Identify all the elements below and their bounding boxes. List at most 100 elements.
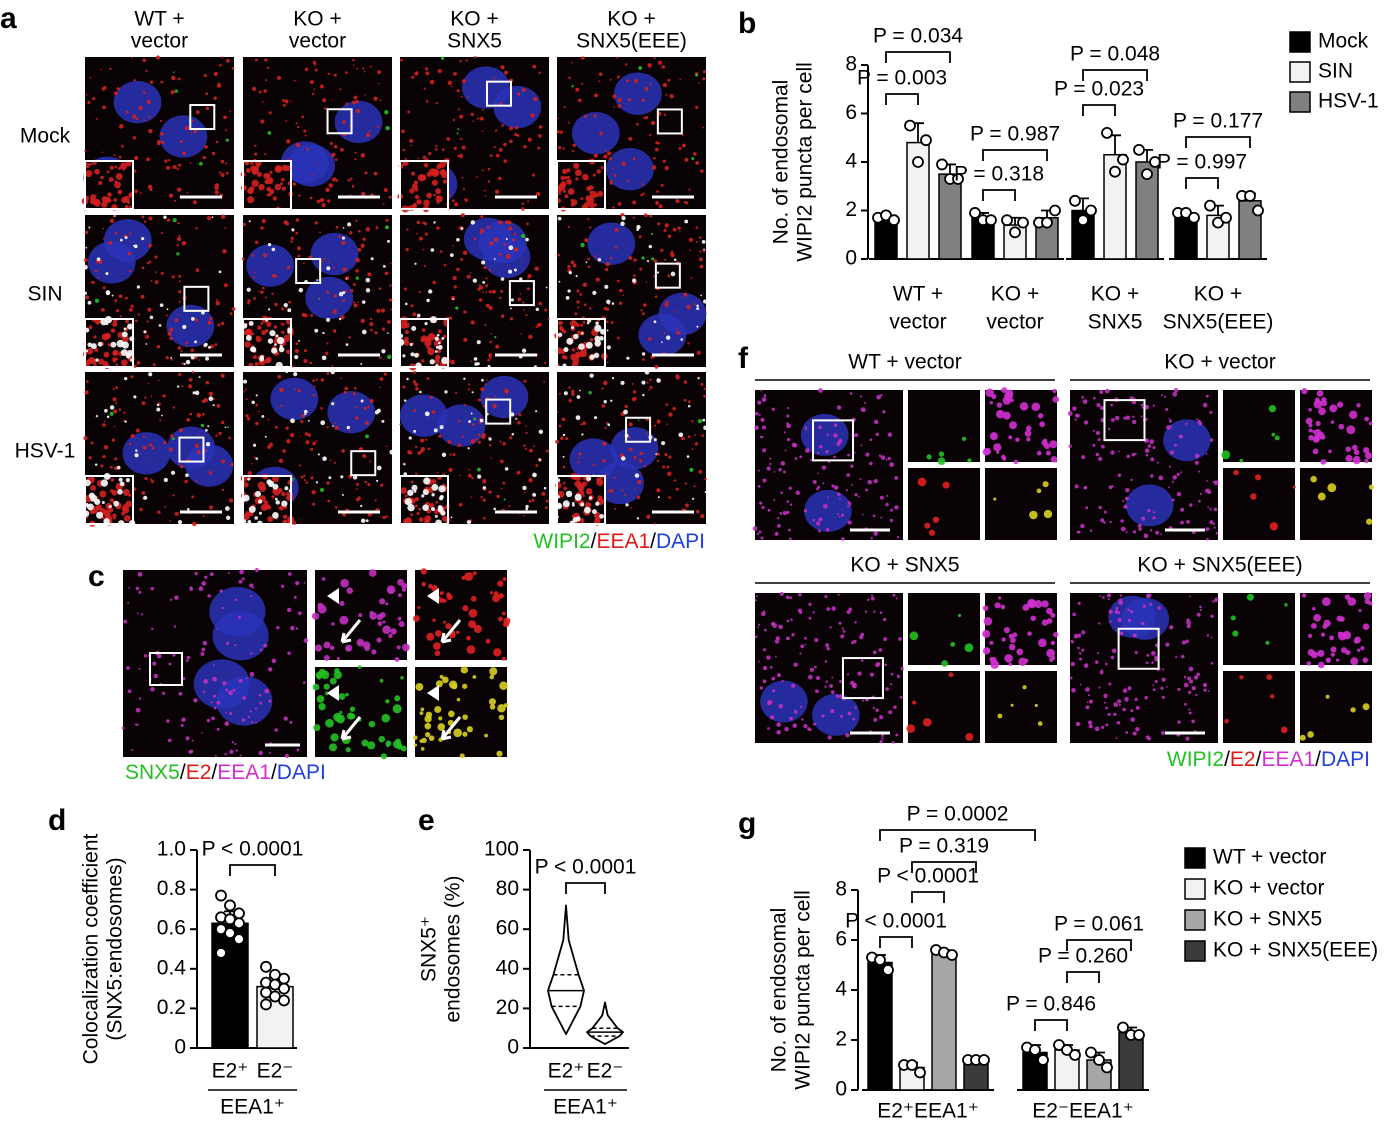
puncta: [125, 500, 133, 508]
puncta: [1308, 434, 1314, 441]
puncta: [938, 451, 945, 457]
puncta: [312, 60, 317, 65]
puncta: [331, 156, 334, 158]
puncta: [268, 699, 272, 703]
puncta: [381, 349, 386, 354]
puncta: [133, 395, 137, 399]
puncta: [150, 587, 154, 591]
puncta: [442, 179, 448, 184]
puncta: [113, 425, 116, 428]
nucleus: [569, 438, 618, 481]
puncta: [274, 728, 279, 732]
puncta: [857, 495, 860, 498]
puncta: [609, 256, 613, 260]
data-point: [1049, 204, 1061, 217]
puncta: [594, 339, 602, 347]
puncta: [340, 475, 344, 479]
puncta: [468, 420, 471, 423]
puncta: [84, 390, 89, 395]
stain-legend: WIPI2/E2/EEA1/DAPI: [1167, 748, 1370, 771]
puncta: [1087, 720, 1093, 725]
puncta: [286, 439, 291, 444]
puncta: [466, 645, 476, 654]
puncta: [354, 158, 357, 161]
puncta: [838, 621, 842, 625]
puncta: [509, 317, 514, 321]
puncta: [784, 449, 787, 452]
puncta: [833, 455, 836, 459]
puncta: [212, 404, 215, 407]
puncta: [670, 252, 675, 258]
puncta: [501, 124, 504, 127]
puncta: [644, 369, 650, 375]
puncta: [312, 394, 316, 397]
puncta: [463, 310, 467, 314]
puncta: [864, 402, 866, 404]
puncta: [633, 258, 637, 262]
puncta: [114, 215, 116, 217]
data-point: [1101, 126, 1113, 139]
puncta: [254, 58, 258, 62]
puncta: [683, 292, 688, 297]
puncta: [114, 165, 118, 169]
puncta: [634, 473, 640, 478]
puncta: [581, 82, 584, 85]
puncta: [589, 203, 595, 209]
puncta: [290, 240, 293, 243]
puncta: [289, 720, 293, 724]
puncta: [478, 285, 483, 290]
puncta: [457, 108, 460, 111]
puncta: [281, 177, 285, 182]
puncta: [786, 636, 790, 641]
y-tick-label: 0.4: [157, 956, 187, 979]
puncta: [146, 320, 149, 323]
puncta: [172, 218, 177, 223]
puncta: [522, 301, 525, 304]
puncta: [144, 476, 148, 481]
puncta: [212, 398, 215, 401]
puncta: [202, 640, 208, 646]
puncta: [826, 433, 829, 436]
puncta: [1027, 631, 1032, 636]
puncta: [363, 406, 367, 410]
puncta: [130, 375, 134, 379]
puncta: [225, 711, 227, 714]
data-point: [888, 214, 900, 227]
puncta: [605, 320, 609, 324]
puncta: [771, 676, 776, 681]
puncta: [646, 260, 650, 263]
puncta: [873, 478, 878, 484]
puncta: [491, 289, 496, 294]
puncta: [248, 505, 256, 513]
puncta: [385, 445, 388, 448]
puncta: [195, 268, 200, 273]
puncta: [160, 232, 163, 235]
puncta: [279, 387, 284, 393]
puncta: [492, 594, 500, 603]
puncta: [319, 197, 325, 203]
puncta: [356, 638, 365, 647]
puncta: [889, 462, 895, 467]
puncta: [406, 228, 409, 231]
puncta: [114, 457, 118, 461]
puncta: [1199, 605, 1202, 609]
puncta: [1117, 699, 1122, 704]
puncta: [231, 741, 234, 744]
puncta: [215, 140, 219, 144]
puncta: [612, 206, 615, 209]
puncta: [499, 440, 502, 443]
puncta: [786, 437, 791, 442]
puncta: [333, 73, 337, 77]
panel-label: e: [418, 804, 435, 837]
puncta: [225, 171, 229, 175]
puncta: [123, 619, 128, 624]
stain-name: /: [1315, 748, 1321, 771]
y-tick-label: 2: [835, 1028, 847, 1051]
puncta: [1168, 486, 1170, 489]
puncta: [870, 596, 875, 601]
puncta: [1127, 608, 1130, 612]
puncta: [87, 100, 91, 104]
puncta: [216, 403, 221, 408]
puncta: [582, 320, 586, 324]
puncta: [1132, 419, 1137, 425]
